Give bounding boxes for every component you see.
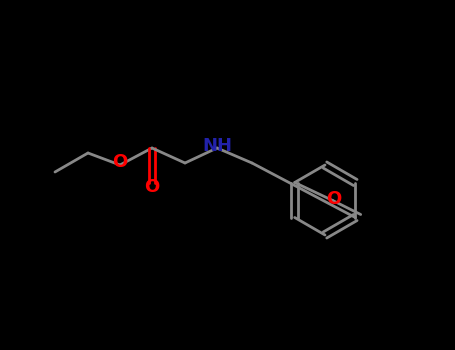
Text: NH: NH <box>202 137 232 155</box>
Text: O: O <box>144 178 160 196</box>
Text: O: O <box>112 153 127 171</box>
Text: O: O <box>326 189 341 208</box>
